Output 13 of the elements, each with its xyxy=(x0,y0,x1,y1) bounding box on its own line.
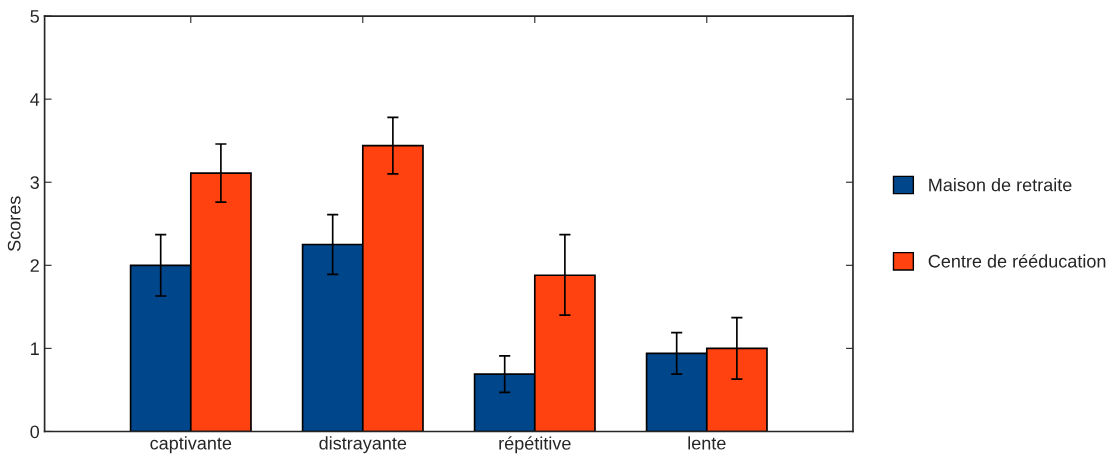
y-tick-label: 1 xyxy=(31,342,39,355)
y-axis-title: Scores xyxy=(7,196,21,252)
x-tick-label: distrayante xyxy=(319,436,407,454)
x-tick-label: répétitive xyxy=(499,436,571,454)
x-tick-label: lente xyxy=(688,436,726,450)
y-tick-label: 4 xyxy=(30,93,40,106)
y-tick-label: 5 xyxy=(30,10,39,23)
legend-label: Centre de rééducation xyxy=(928,254,1106,268)
y-tick-label: 0 xyxy=(30,425,40,439)
y-tick-label: 2 xyxy=(30,259,39,272)
legend-label: Maison de retraite xyxy=(929,178,1072,192)
x-tick-label: captivante xyxy=(150,436,232,454)
y-tick-label: 3 xyxy=(30,176,39,189)
